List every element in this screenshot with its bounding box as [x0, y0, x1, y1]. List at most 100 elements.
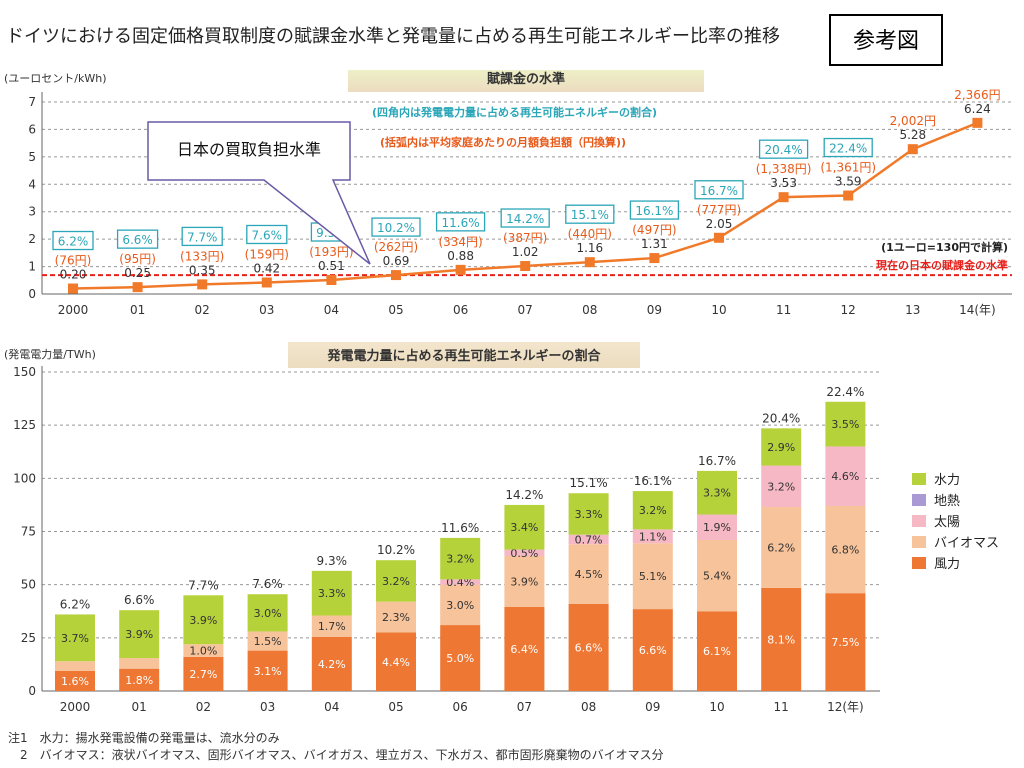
share-label: 6.6% [122, 233, 153, 247]
bar-segment [504, 555, 545, 607]
segment-label: 3.9% [189, 614, 217, 627]
legend-swatch [912, 473, 926, 485]
levy-value-label: 0.51 [318, 259, 345, 273]
share-box [500, 208, 550, 228]
x-tick-label: 09 [647, 303, 662, 317]
segment-label: 6.4% [510, 643, 538, 656]
segment-label: 5.0% [446, 652, 474, 665]
bar-segment [632, 609, 673, 691]
bar-segment [440, 537, 481, 580]
bar-segment [697, 470, 737, 515]
x-tick-label: 01 [130, 303, 145, 317]
segment-label: 8.1% [767, 633, 795, 646]
reference-label: 参考図 [829, 14, 943, 66]
levy-point [584, 257, 595, 268]
segment-label: 3.2% [639, 504, 667, 517]
monthly-yen-label: (76円) [55, 254, 92, 268]
levy-value-label: 0.69 [383, 254, 410, 268]
levy-point [778, 192, 789, 203]
x-tick-label: 12 [841, 303, 856, 317]
segment-label: 5.4% [703, 570, 731, 583]
chart-title: 発電電力量に占める再生可能エネルギーの割合 [326, 348, 601, 364]
bar-segment [55, 614, 95, 662]
x-tick-label: 05 [388, 303, 403, 317]
bar-segment [825, 593, 866, 691]
segment-label: 0.7% [575, 533, 603, 546]
segment-label: 6.8% [831, 544, 859, 557]
y-tick-label: 2 [28, 232, 36, 246]
bar-segment [568, 603, 609, 691]
bar-total-label: 10.2% [377, 543, 415, 557]
monthly-yen-label: (1,338円) [756, 162, 812, 176]
bar-segment [568, 493, 609, 535]
bar-segment [247, 650, 288, 691]
bar-total-label: 6.6% [124, 593, 155, 607]
bar-segment [632, 543, 673, 610]
monthly-yen-label: (334円) [438, 235, 482, 249]
segment-label: 3.1% [254, 665, 282, 678]
legend-label: 太陽 [934, 515, 960, 530]
share-label: 6.2% [58, 235, 89, 249]
x-tick-label: 11 [776, 303, 791, 317]
segment-label: 1.5% [254, 635, 282, 648]
bar-segment [632, 491, 673, 530]
bar-segment [825, 505, 866, 594]
levy-point [843, 190, 854, 201]
bar-total-label: 9.3% [317, 554, 348, 568]
x-tick-label: 03 [260, 700, 275, 714]
share-box [52, 230, 94, 251]
monthly-yen-label: (262円) [374, 240, 418, 254]
segment-label: 5.1% [639, 570, 667, 583]
share-label: 16.7% [700, 184, 738, 198]
x-tick-label: 2000 [58, 303, 89, 317]
footnote-1: 注1 水力：揚水発電設備の発電量は、流水分のみ [8, 731, 280, 745]
bar-segment [825, 401, 866, 447]
bar-total-label: 16.7% [698, 454, 736, 468]
x-tick-label: 07 [517, 700, 532, 714]
bar-segment [55, 670, 95, 691]
segment-label: 1.8% [125, 674, 153, 687]
x-tick-label: 01 [132, 700, 147, 714]
bar-segment [311, 615, 352, 637]
segment-label: 6.6% [575, 641, 603, 654]
y-tick-label: 125 [13, 418, 36, 432]
chart-title-band [348, 70, 704, 92]
bar-segment [697, 611, 737, 691]
monthly-yen-label: (440円) [568, 227, 612, 241]
y-tick-label: 25 [21, 631, 36, 645]
segment-label: 4.5% [575, 568, 603, 581]
segment-label: 2.7% [189, 668, 217, 681]
y-tick-label: 4 [28, 177, 36, 191]
levy-value-label: 0.42 [253, 261, 280, 275]
legend-label: 風力 [934, 557, 960, 572]
segment-label: 1.6% [61, 675, 89, 688]
levy-value-label: 1.31 [641, 237, 668, 251]
share-box [823, 137, 873, 158]
bar-segment [761, 587, 802, 691]
bar-segment [568, 544, 609, 604]
share-box [565, 204, 615, 224]
bar-segment [440, 579, 481, 585]
levy-point [391, 270, 401, 281]
footnotes: 注1 水力：揚水発電設備の発電量は、流水分のみ 2 バイオマス：液状バイオマス、… [8, 730, 664, 764]
monthly-yen-label: 2,002円 [890, 114, 936, 128]
segment-label: 4.6% [831, 470, 859, 483]
segment-label: 0.5% [510, 547, 538, 560]
levy-point [197, 279, 208, 290]
y-tick-label: 75 [21, 525, 36, 539]
segment-label: 6.1% [703, 645, 731, 658]
monthly-yen-label: (497円) [632, 223, 676, 237]
bar-segment [119, 668, 160, 691]
bar-segment [119, 658, 160, 669]
segment-label: 6.6% [639, 644, 667, 657]
levy-value-label: 3.59 [835, 175, 862, 189]
bar-segment [183, 644, 224, 657]
segment-label: 1.7% [318, 620, 346, 633]
bar-segment [825, 446, 866, 506]
bar-total-label: 16.1% [634, 474, 672, 488]
callout-box [147, 121, 371, 265]
share-label: 10.2% [377, 221, 415, 235]
annotation-yen: (括弧内は平均家庭あたりの月額負担額（円換算)) [380, 135, 626, 149]
segment-label: 2.3% [382, 611, 410, 624]
